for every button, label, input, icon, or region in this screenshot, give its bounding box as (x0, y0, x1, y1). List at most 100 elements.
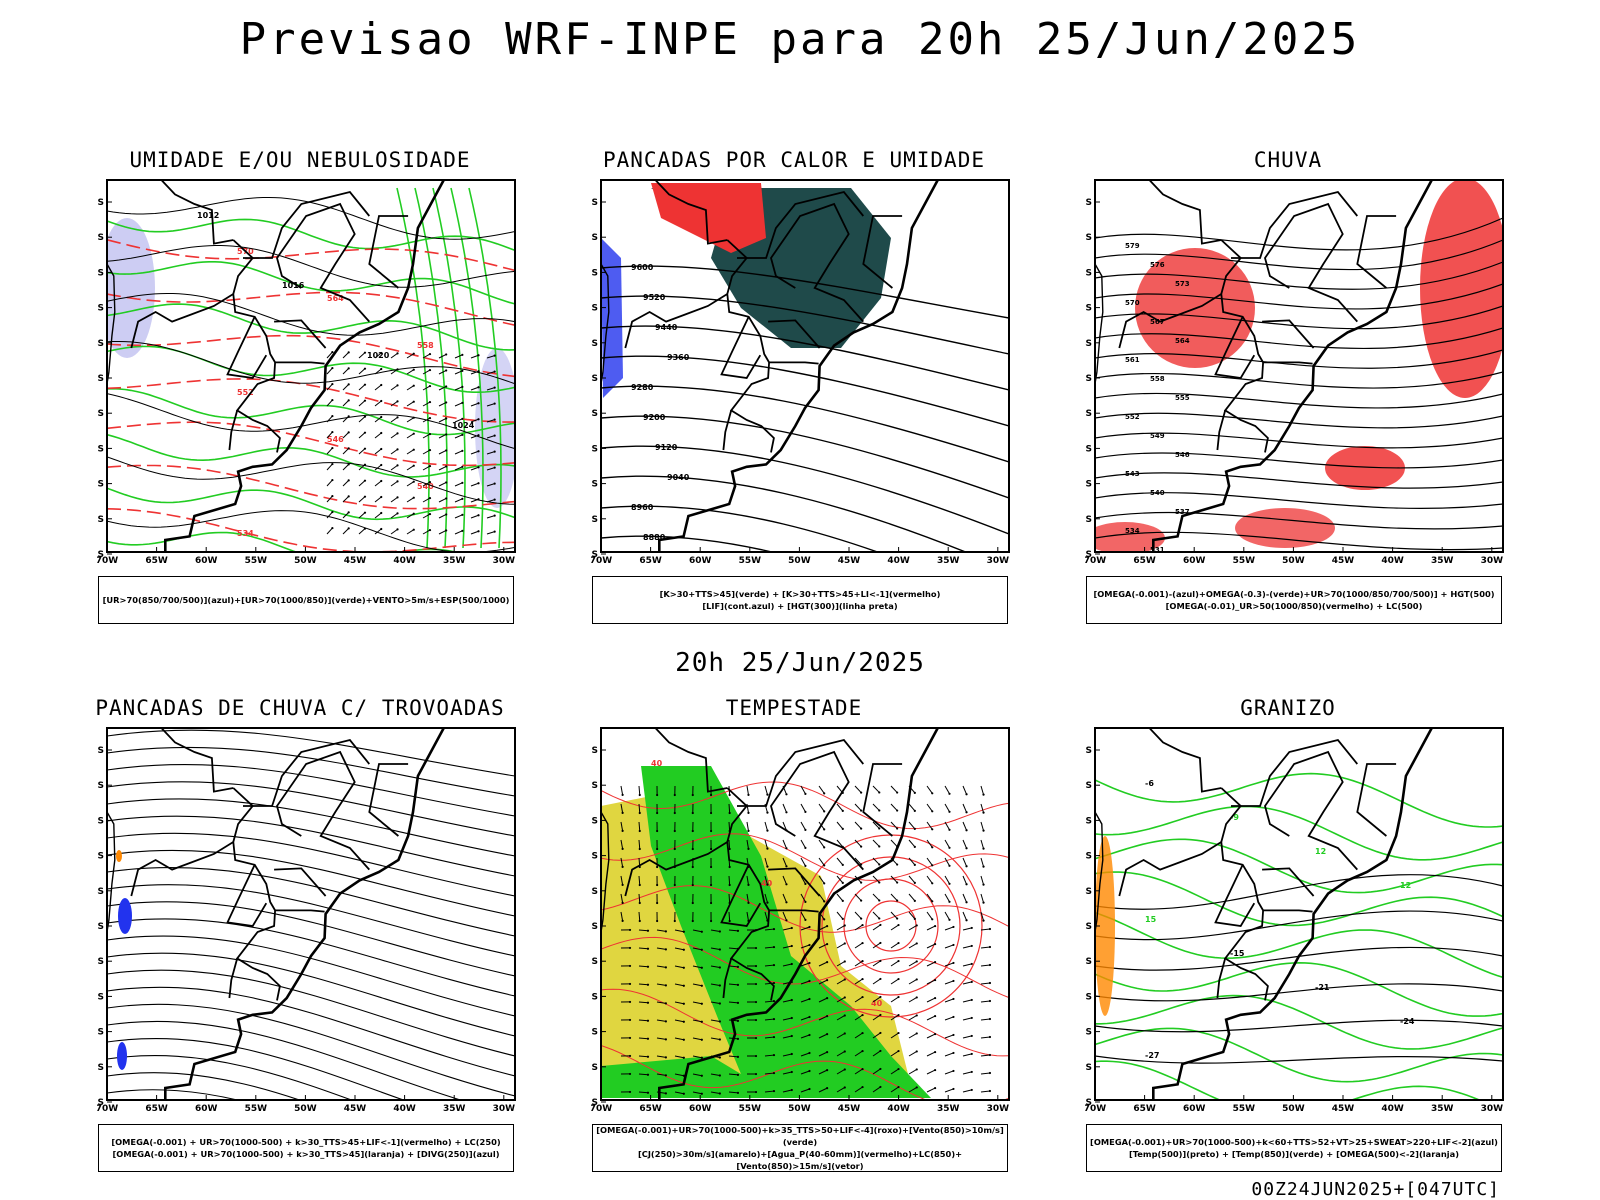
contour-label: 534 (1125, 527, 1140, 535)
map-chuva[interactable]: 579 576 573 570 567 564 561 558 555 552 549 546 543 5… (1085, 178, 1505, 570)
wind-vector (422, 529, 431, 535)
wind-vector (493, 514, 496, 517)
wind-vector (470, 530, 479, 535)
wind850-vector (890, 785, 898, 793)
map-tempestade[interactable]: 40404012S15S18S21S24S27S30S33S36S39S42S7… (591, 726, 1011, 1118)
map-pancadas-calor[interactable]: 9600 9520 9440 9360 9280 9200 9120 9040 8960 8880… (591, 178, 1011, 570)
wind-vector (461, 449, 464, 452)
wind850-vector (709, 829, 713, 833)
lat-label: 24S (1085, 887, 1092, 897)
wind850-vector (764, 1000, 775, 1003)
wind850-vector (747, 811, 750, 814)
wind-vector (412, 448, 415, 451)
wind850-vector (800, 785, 806, 795)
wind850-vector (854, 1050, 863, 1057)
wind-vector (380, 511, 383, 515)
wind850-vector (982, 865, 985, 868)
wind850-vector (826, 1069, 829, 1072)
wind850-vector (674, 1091, 684, 1095)
wind850-vector (656, 1073, 666, 1076)
wind850-vector (764, 839, 768, 849)
wind-vector (486, 483, 495, 487)
wind850-vector (620, 839, 624, 849)
wind850-vector (926, 943, 936, 949)
humidity-green-contour (450, 187, 484, 549)
wind-vector (374, 496, 382, 503)
wind850-vector (772, 1035, 776, 1039)
legend-line: [CJ(250)>30m/s](amarelo)+[Agua_P(40-60mm… (637, 1149, 963, 1171)
wind-vector (412, 464, 415, 467)
lc250-streamline (107, 884, 515, 957)
hgt500-streamline (1095, 283, 1503, 310)
map-granizo[interactable]: -6 -9 12 12 15 -15 -21 -24 -27 12S 15S 18S 21S 24S 27S… (1085, 726, 1505, 1118)
wind850-vector (638, 919, 641, 923)
contour-label: 9360 (667, 353, 690, 362)
lat-label: 21S (591, 852, 598, 862)
wind850-vector (890, 1050, 899, 1057)
border (243, 738, 370, 807)
border (160, 728, 234, 793)
wind850-vector (800, 962, 810, 967)
wind850-vector (944, 980, 954, 985)
wind850-vector (692, 1055, 702, 1059)
wind850-vector (638, 883, 641, 887)
wind850-vector (747, 829, 750, 832)
wind850-vector (790, 1034, 793, 1038)
lon-label: 35W (937, 556, 960, 566)
wind-vector (406, 513, 415, 519)
wind-vector (363, 351, 367, 354)
wind850-vector (673, 847, 676, 851)
wind-vector (438, 354, 447, 359)
wind-vector (331, 366, 334, 370)
map-umidade[interactable]: 570564558552546540534101210161020102412S… (97, 178, 517, 570)
wind-vector (454, 514, 463, 519)
border (1220, 239, 1269, 453)
wind850-vector (646, 965, 650, 968)
wind850-vector (861, 1013, 864, 1017)
wind-vector (390, 528, 398, 535)
border (726, 239, 775, 453)
wind850-vector (638, 875, 641, 886)
wind-vector (347, 447, 350, 450)
wind850-vector (915, 996, 918, 999)
wind850-vector (913, 881, 916, 884)
lon-label: 40W (1381, 556, 1404, 566)
wind850-vector (897, 1067, 900, 1071)
wind-vector (406, 401, 415, 407)
wind850-vector (836, 893, 844, 902)
lon-label: 65W (1133, 1104, 1156, 1114)
wind-vector (470, 498, 479, 503)
wind850-vector (872, 875, 880, 883)
lon-label: 50W (1282, 556, 1305, 566)
wind850-vector (970, 1034, 973, 1038)
contour-label: 9280 (631, 383, 654, 392)
map-pancadas-trovoadas[interactable]: 12S 15S 18S 21S 24S 27S 30S 33S 36S 39S 42S70W 65W 6… (97, 726, 517, 1118)
wind850-vector (728, 893, 731, 904)
wind850-vector (890, 821, 898, 829)
wind850-vector (841, 809, 844, 812)
wind850-vector (638, 983, 649, 986)
wind850-vector (878, 899, 881, 902)
hgt300-contour (601, 505, 880, 552)
wind850-vector (710, 965, 720, 968)
wind850-vector (728, 929, 739, 932)
wind-vector (380, 463, 383, 467)
wind850-vector (656, 983, 666, 986)
thickness-contour (107, 421, 515, 467)
wind850-vector (782, 821, 787, 831)
wind850-vector (962, 945, 972, 949)
wind850-green-area (641, 766, 931, 1098)
wind850-vector (860, 917, 863, 920)
wind850-vector (790, 1052, 793, 1056)
border (770, 750, 864, 871)
wind850-vector (988, 927, 992, 931)
wind-vector (342, 528, 350, 535)
wind-vector (363, 399, 367, 402)
lat-label: 21S (591, 304, 598, 314)
lon-label: 65W (1133, 556, 1156, 566)
wind-vector (461, 481, 464, 484)
border (1148, 728, 1222, 793)
wind850-vector (980, 964, 990, 967)
wind850-vector (673, 919, 676, 923)
lon-label: 55W (1233, 556, 1256, 566)
